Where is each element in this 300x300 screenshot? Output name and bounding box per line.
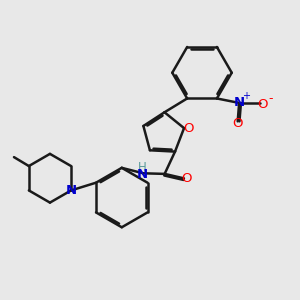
Text: -: -: [268, 92, 273, 105]
Text: O: O: [182, 172, 192, 185]
Text: N: N: [234, 96, 245, 109]
Text: H: H: [138, 161, 147, 174]
Text: N: N: [66, 184, 77, 197]
Text: O: O: [183, 122, 194, 135]
Text: N: N: [137, 168, 148, 181]
Text: O: O: [232, 117, 243, 130]
Text: +: +: [242, 91, 250, 101]
Text: O: O: [257, 98, 267, 111]
